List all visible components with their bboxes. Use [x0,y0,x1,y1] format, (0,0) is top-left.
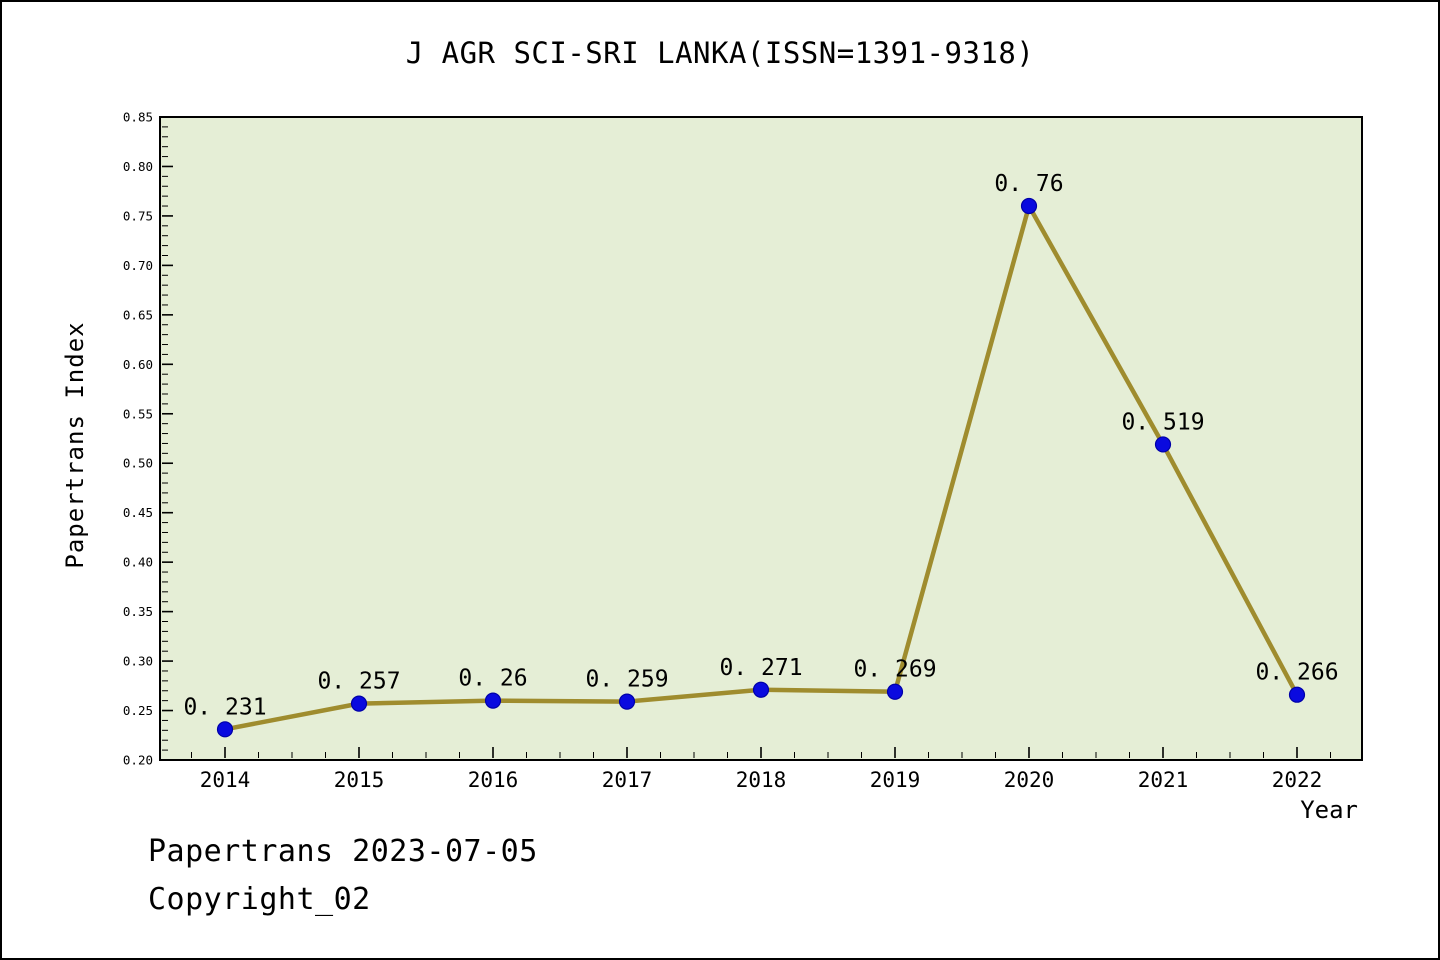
data-point-2017 [618,693,636,710]
data-point-label: 0. 266 [1255,660,1338,686]
watermark-date: Papertrans 2023-07-05 [148,834,538,869]
data-point-label: 0. 269 [853,657,936,683]
data-point-2018 [752,681,770,698]
x-tick-label: 2017 [602,768,653,792]
data-point-2019 [886,683,904,700]
y-tick-label: 0.20 [123,753,153,768]
data-point-label: 0. 231 [183,694,266,720]
y-tick-label: 0.85 [123,110,153,125]
data-point-2021 [1154,436,1172,453]
x-axis-label: Year [1300,796,1358,824]
y-tick-label: 0.75 [123,208,153,223]
x-tick-label: 2018 [736,768,787,792]
data-point-label: 0. 26 [458,666,527,692]
y-tick-label: 0.35 [123,604,153,619]
x-tick-label: 2015 [334,768,385,792]
chart-title: J AGR SCI-SRI LANKA(ISSN=1391-9318) [405,36,1035,70]
x-tick-label: 2019 [870,768,921,792]
y-tick-label: 0.25 [123,703,153,718]
data-point-2016 [484,692,502,709]
data-point-label: 0. 259 [585,667,668,693]
x-tick-label: 2014 [200,768,251,792]
data-point-2015 [350,695,368,712]
data-point-label: 0. 257 [317,669,400,695]
data-point-label: 0. 519 [1121,409,1204,435]
watermark-copyright: Copyright_02 [148,882,371,917]
y-tick-label: 0.40 [123,555,153,570]
y-tick-label: 0.60 [123,357,153,372]
data-point-2020 [1020,197,1038,215]
data-point-2022 [1288,686,1306,703]
x-tick-label: 2020 [1004,768,1055,792]
data-point-label: 0. 271 [719,655,802,681]
y-tick-label: 0.55 [123,406,153,421]
y-tick-label: 0.65 [123,307,153,322]
y-tick-label: 0.80 [123,159,153,174]
y-tick-label: 0.30 [123,654,153,669]
x-tick-label: 2021 [1138,768,1189,792]
y-tick-label: 0.45 [123,505,153,520]
x-tick-label: 2016 [468,768,519,792]
y-tick-label: 0.50 [123,456,153,471]
x-tick-label: 2022 [1272,768,1323,792]
y-tick-label: 0.70 [123,258,153,273]
data-point-label: 0. 76 [994,171,1063,197]
data-point-2014 [216,721,234,738]
